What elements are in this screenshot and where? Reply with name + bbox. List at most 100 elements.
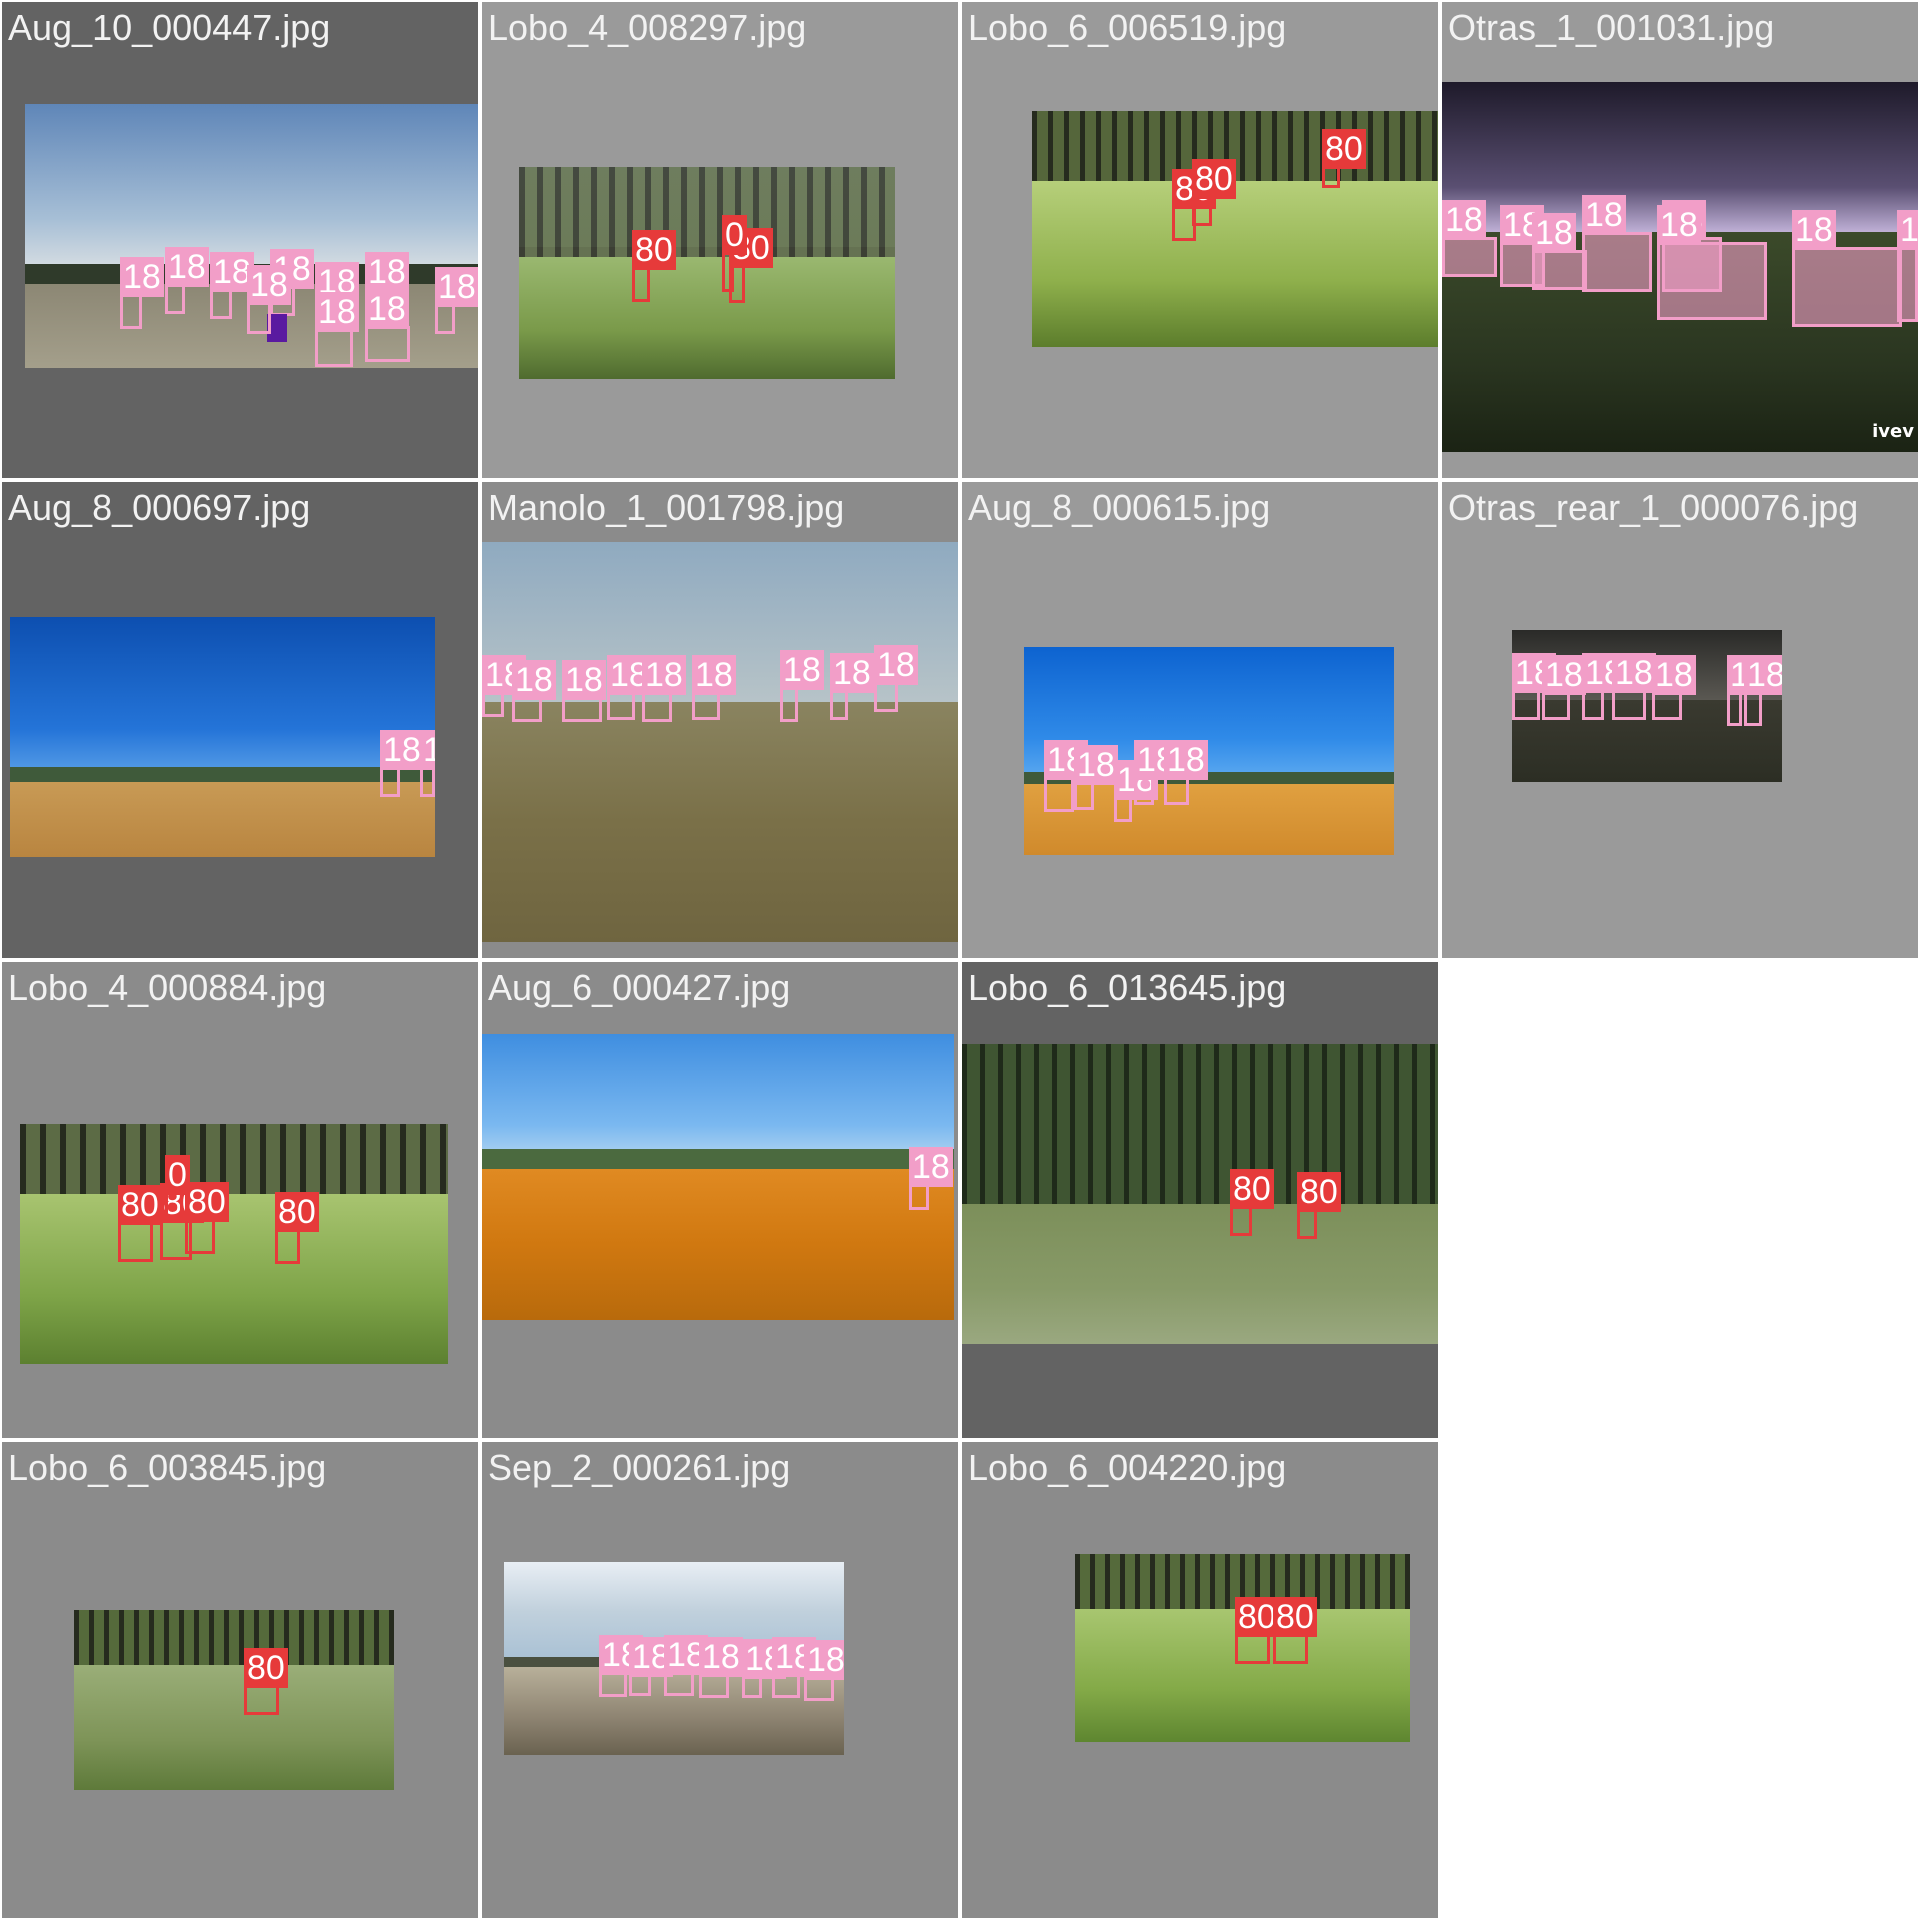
detection-box: 18	[380, 730, 424, 797]
detection-box: 18	[629, 1637, 673, 1696]
tile-title: Lobo_4_008297.jpg	[488, 7, 807, 48]
tile-3: Lobo_6_006519.jpg 80 80 80	[962, 2, 1438, 478]
photo: 18 18 18 18 18 18 18	[1512, 630, 1782, 782]
detection-box: 18	[742, 1639, 786, 1698]
tile-14: Lobo_6_004220.jpg 80 80	[962, 1442, 1438, 1918]
photo: 80 80 80 80 0	[20, 1124, 448, 1364]
detection-box: 18	[1652, 655, 1696, 720]
detection-box: 18	[1532, 213, 1587, 290]
detection-box: 80	[632, 230, 676, 302]
detection-box: 18	[1792, 210, 1902, 327]
detection-box: 80	[1192, 159, 1236, 226]
detection-box: 18	[1512, 653, 1556, 720]
detection-box: 18	[1897, 210, 1918, 322]
detection-box: 18	[562, 660, 606, 722]
detection-box: 80	[1322, 129, 1366, 188]
photo: 80 80 0	[519, 167, 895, 379]
detection-box: 18	[772, 1637, 816, 1698]
tile-title: Lobo_6_013645.jpg	[968, 967, 1287, 1008]
detection-box: 18	[664, 1635, 708, 1696]
tile-title: Otras_rear_1_000076.jpg	[1448, 487, 1859, 528]
detection-box: 18	[512, 660, 556, 722]
detection-box: 18	[420, 730, 435, 797]
detection-box: 0	[165, 1155, 190, 1222]
detection-box: 80	[275, 1192, 319, 1264]
detection-box: 18	[692, 655, 736, 720]
detection-box: 18	[1657, 205, 1767, 320]
detection-box: 18	[780, 650, 824, 722]
detection-box: 18	[699, 1637, 743, 1698]
detection-box: 80	[1230, 1169, 1274, 1236]
detection-box: 18	[210, 252, 254, 319]
tile-12: Lobo_6_003845.jpg 80	[2, 1442, 478, 1918]
detection-box: 18	[1044, 740, 1088, 812]
tile-title: Lobo_6_004220.jpg	[968, 1447, 1287, 1488]
photo: 18 18 18 18 18 18 18	[504, 1562, 844, 1755]
tile-8: Otras_rear_1_000076.jpg 18 18 18 18 18 1…	[1442, 482, 1918, 958]
tile-title: Otras_1_001031.jpg	[1448, 7, 1775, 48]
detection-box: 18	[599, 1635, 643, 1697]
detection-box: 18	[435, 267, 478, 334]
detection-box: 18	[365, 289, 410, 362]
detection-box: 80	[1297, 1172, 1341, 1239]
tile-7: Aug_8_000615.jpg 18 18 18 18 18	[962, 482, 1438, 958]
tile-11: Lobo_6_013645.jpg 80 80	[962, 962, 1438, 1438]
detection-box: 80	[118, 1185, 162, 1262]
detection-box: 0	[722, 215, 747, 292]
detection-box: 18	[607, 655, 651, 720]
tile-title: Lobo_6_003845.jpg	[8, 1447, 327, 1488]
tile-title: Aug_10_000447.jpg	[8, 7, 331, 48]
tile-title: Lobo_6_006519.jpg	[968, 7, 1287, 48]
detection-box: 18	[1727, 655, 1771, 726]
tile-4: Otras_1_001031.jpg 18 18 18 18 18 18 18 …	[1442, 2, 1918, 478]
detection-box: 18	[804, 1640, 844, 1701]
detection-box: 18	[165, 247, 209, 314]
detection-box: 80	[1273, 1597, 1317, 1664]
detection-box: 18	[1164, 740, 1208, 805]
detection-box: 80	[185, 1182, 229, 1254]
detection-box: 18	[120, 257, 164, 329]
detection-box: 18	[315, 292, 359, 367]
photo: 18 18 18 18 18 18 18 18 18	[482, 542, 958, 942]
tile-13: Sep_2_000261.jpg 18 18 18 18 18 18 18	[482, 1442, 958, 1918]
tile-title: Lobo_4_000884.jpg	[8, 967, 327, 1008]
tile-title: Sep_2_000261.jpg	[488, 1447, 791, 1488]
detection-box: 18	[1114, 760, 1158, 822]
tile-title: Aug_8_000697.jpg	[8, 487, 311, 528]
tile-title: Aug_8_000615.jpg	[968, 487, 1271, 528]
photo: 18 18	[10, 617, 435, 857]
tile-title: Aug_6_000427.jpg	[488, 967, 791, 1008]
detection-box: 18	[830, 653, 874, 720]
detection-box: 18	[1134, 740, 1178, 805]
detection-box: 18	[482, 655, 526, 717]
photo: 80 80	[1075, 1554, 1410, 1742]
photo: 18 18 18 18 18 18 18 18 18 18	[25, 104, 478, 368]
detection-box: 18	[642, 655, 686, 722]
detection-box: 80	[1235, 1597, 1279, 1664]
detection-box: 18	[1074, 745, 1118, 810]
photo: 80 80	[962, 1044, 1438, 1344]
photo: 80	[74, 1610, 394, 1790]
detection-box: 18	[1442, 200, 1497, 277]
detection-box: 18	[1744, 655, 1782, 726]
tile-1: Aug_10_000447.jpg 18 18 18 18 18 18 18 1…	[2, 2, 478, 478]
photo: 80 80 80	[1032, 111, 1438, 347]
detection-box: 18	[1582, 195, 1652, 292]
detection-box: 18	[247, 265, 291, 334]
detection-box: 18	[1612, 653, 1656, 720]
tile-5: Aug_8_000697.jpg 18 18	[2, 482, 478, 958]
detection-box: 18	[909, 1147, 953, 1210]
photo: 18 18 18 18 18	[1024, 647, 1394, 855]
detection-box: 18	[874, 645, 918, 712]
tile-10: Aug_6_000427.jpg 18	[482, 962, 958, 1438]
tile-title: Manolo_1_001798.jpg	[488, 487, 845, 528]
detection-box: 18	[1582, 653, 1626, 720]
tile-9: Lobo_4_000884.jpg 80 80 80 80 0	[2, 962, 478, 1438]
photo: 18 18 18 18 18 18 18 18 ivev	[1442, 82, 1918, 452]
tile-2: Lobo_4_008297.jpg 80 80 0	[482, 2, 958, 478]
detection-box: 80	[244, 1648, 288, 1715]
detection-box: 18	[1542, 655, 1586, 720]
watermark: ivev	[1872, 421, 1914, 442]
tile-6: Manolo_1_001798.jpg 18 18 18 18 18 18 18…	[482, 482, 958, 958]
